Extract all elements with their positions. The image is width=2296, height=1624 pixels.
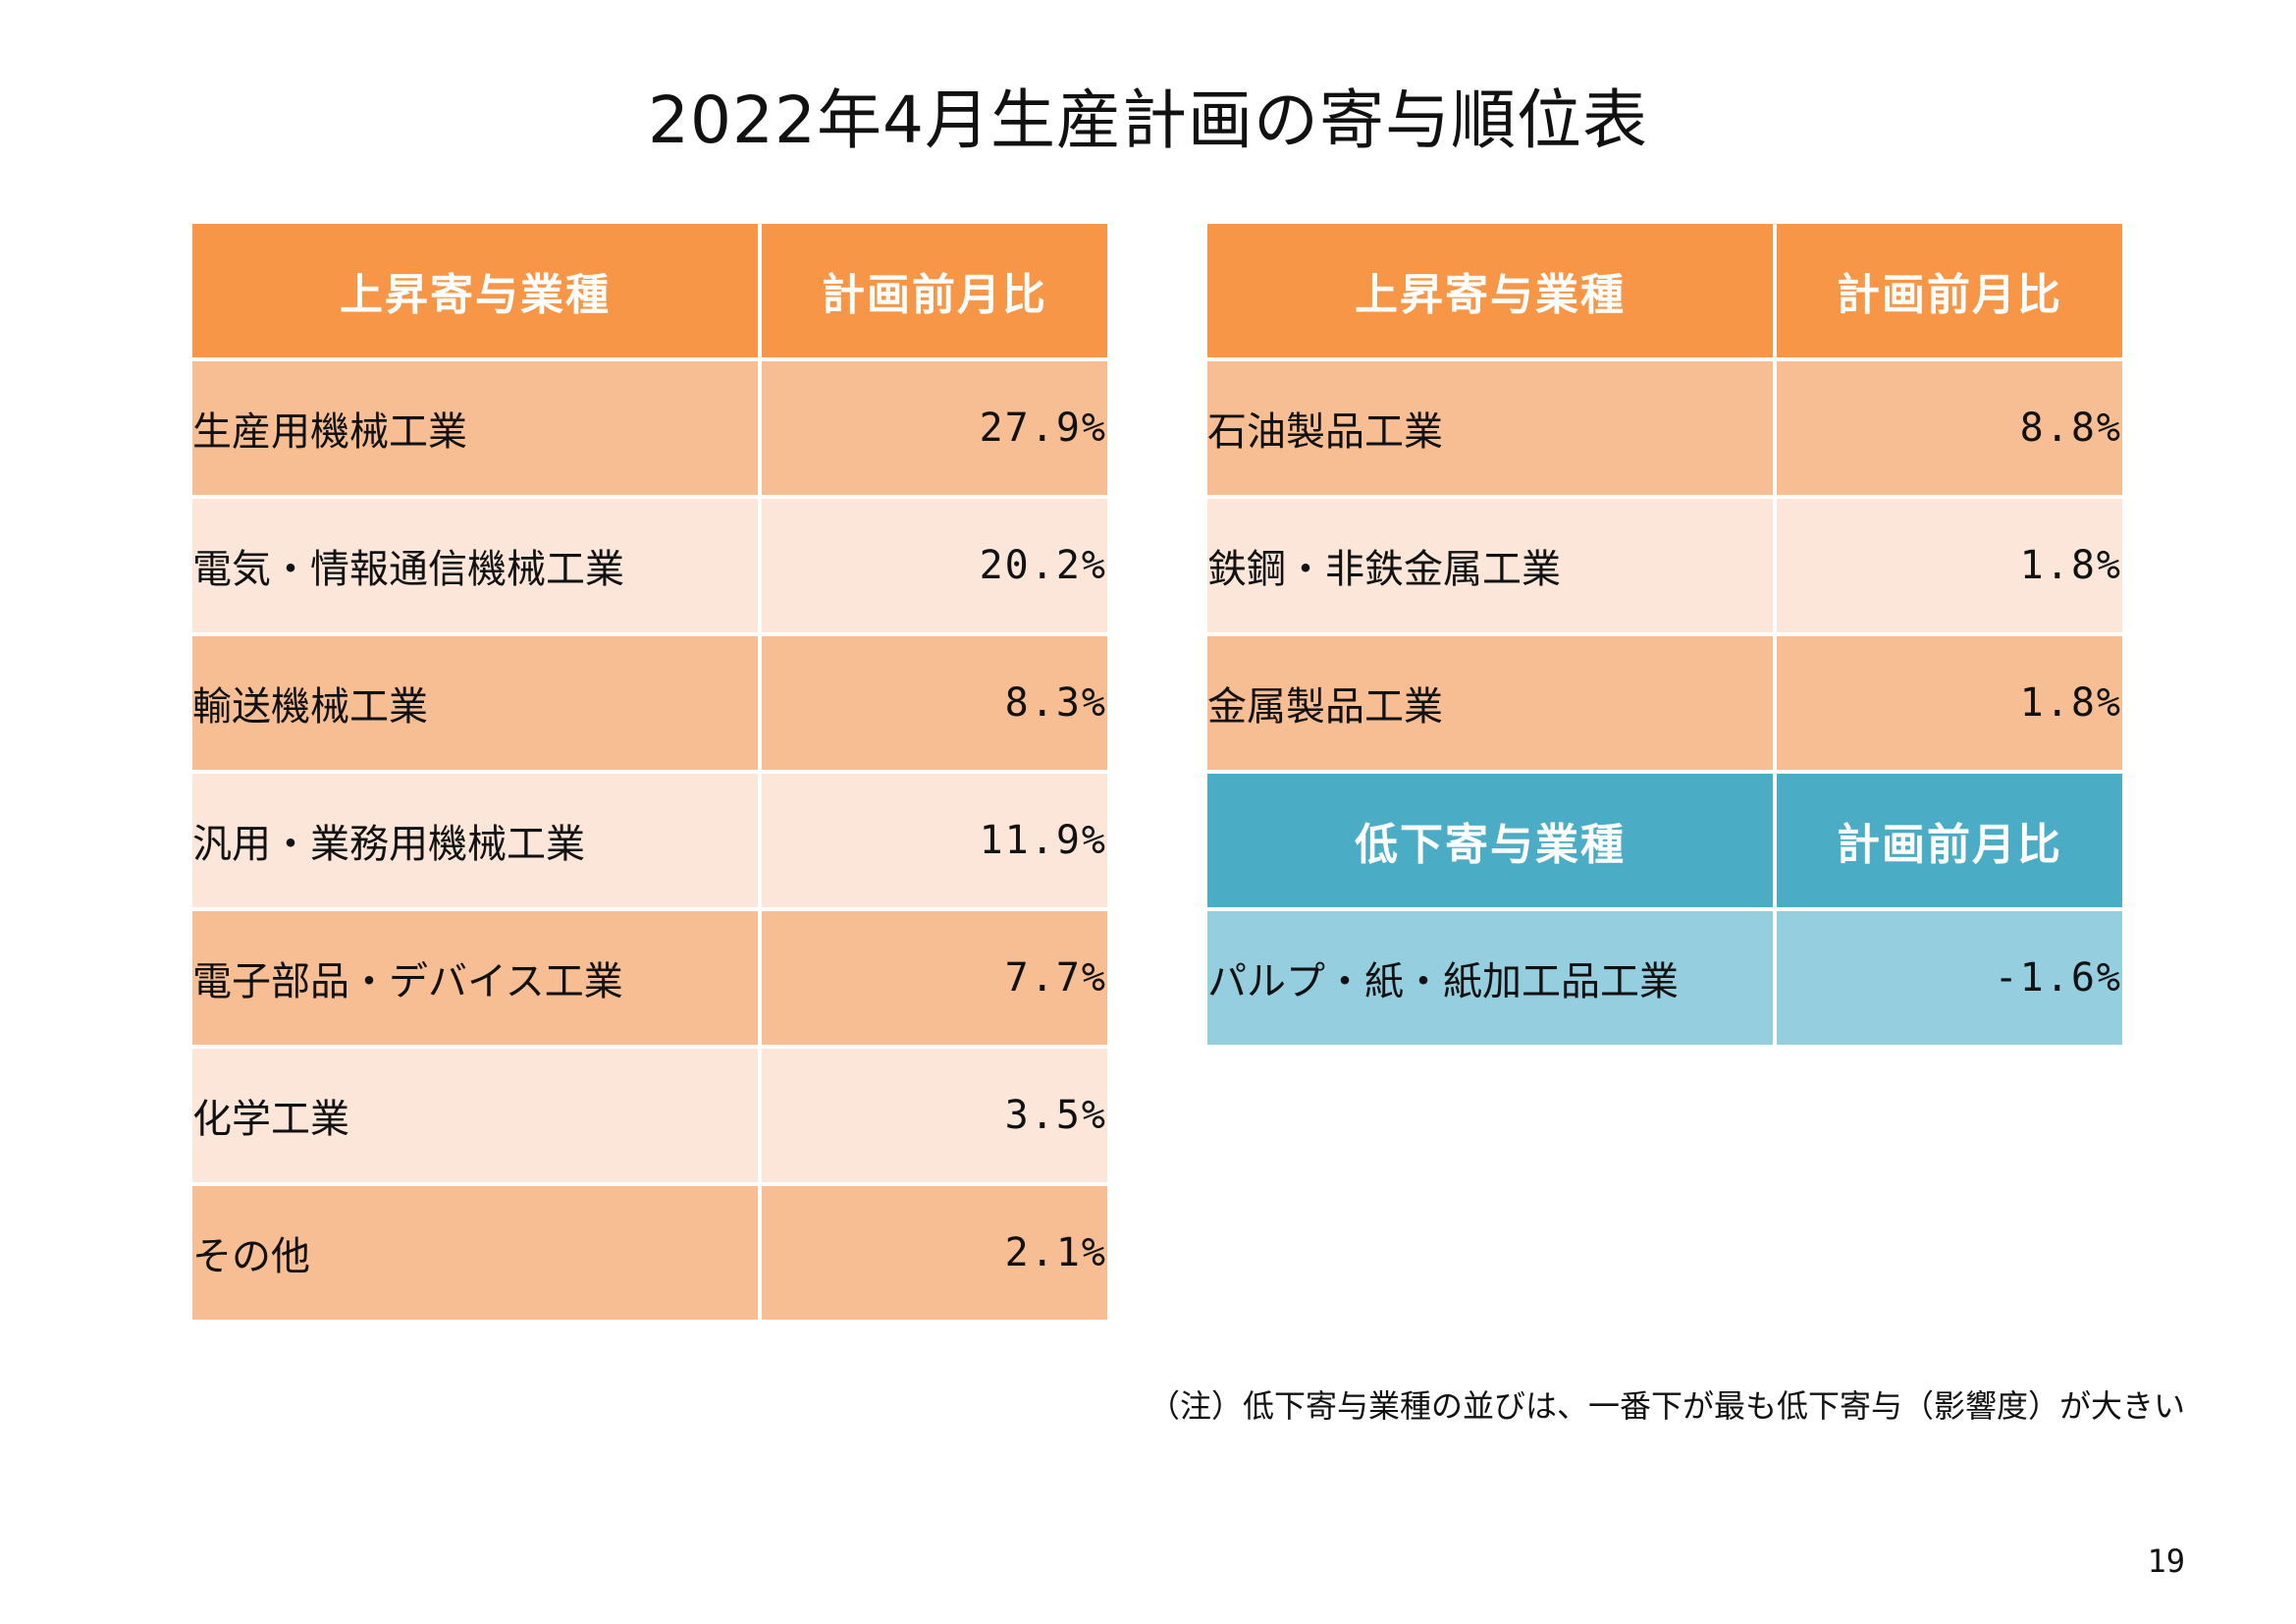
value-cell: -1.6% <box>1773 907 2126 1049</box>
industry-cell: 電子部品・デバイス工業 <box>188 907 762 1049</box>
table-row: 鉄鋼・非鉄金属工業 1.8% <box>1203 495 2126 636</box>
page-number: 19 <box>2147 1543 2185 1580</box>
industry-cell: 鉄鋼・非鉄金属工業 <box>1203 495 1777 636</box>
value-cell: 1.8% <box>1773 632 2126 774</box>
header-value: 計画前月比 <box>758 220 1111 361</box>
industry-cell: 生産用機械工業 <box>188 357 762 499</box>
industry-cell: 金属製品工業 <box>1203 632 1777 774</box>
value-cell: 7.7% <box>758 907 1111 1049</box>
header-value: 計画前月比 <box>1773 220 2126 361</box>
table-row: 電子部品・デバイス工業 7.7% <box>188 907 1111 1049</box>
value-cell: 11.9% <box>758 770 1111 911</box>
value-cell: 27.9% <box>758 357 1111 499</box>
table-row: 化学工業 3.5% <box>188 1045 1111 1186</box>
header-industry: 上昇寄与業種 <box>188 220 762 361</box>
industry-cell: 電気・情報通信機械工業 <box>188 495 762 636</box>
industry-cell: パルプ・紙・紙加工品工業 <box>1203 907 1777 1049</box>
decrease-header-row: 低下寄与業種 計画前月比 <box>1203 770 2126 911</box>
table-row: 生産用機械工業 27.9% <box>188 357 1111 499</box>
table-row: 金属製品工業 1.8% <box>1203 632 2126 774</box>
table-row: パルプ・紙・紙加工品工業 -1.6% <box>1203 907 2126 1049</box>
table-row: 輸送機械工業 8.3% <box>188 632 1111 774</box>
table-row: 汎用・業務用機械工業 11.9% <box>188 770 1111 911</box>
decrease-header-value: 計画前月比 <box>1773 770 2126 911</box>
industry-cell: 化学工業 <box>188 1045 762 1186</box>
footnote: （注）低下寄与業種の並びは、一番下が最も低下寄与（影響度）が大きい <box>1148 1387 2185 1425</box>
industry-cell: 輸送機械工業 <box>188 632 762 774</box>
table-row: 電気・情報通信機械工業 20.2% <box>188 495 1111 636</box>
value-cell: 8.8% <box>1773 357 2126 499</box>
value-cell: 2.1% <box>758 1182 1111 1324</box>
table-header-row: 上昇寄与業種 計画前月比 <box>188 220 1111 361</box>
table-row: 石油製品工業 8.8% <box>1203 357 2126 499</box>
industry-cell: その他 <box>188 1182 762 1324</box>
contribution-table-right: 上昇寄与業種 計画前月比 石油製品工業 8.8% 鉄鋼・非鉄金属工業 1.8% … <box>1203 220 2126 1049</box>
table-header-row: 上昇寄与業種 計画前月比 <box>1203 220 2126 361</box>
header-industry: 上昇寄与業種 <box>1203 220 1777 361</box>
industry-cell: 汎用・業務用機械工業 <box>188 770 762 911</box>
page-title: 2022年4月生産計画の寄与順位表 <box>648 82 1648 158</box>
industry-cell: 石油製品工業 <box>1203 357 1777 499</box>
value-cell: 3.5% <box>758 1045 1111 1186</box>
value-cell: 20.2% <box>758 495 1111 636</box>
table-row: その他 2.1% <box>188 1182 1111 1324</box>
value-cell: 1.8% <box>1773 495 2126 636</box>
increase-contribution-table-left: 上昇寄与業種 計画前月比 生産用機械工業 27.9% 電気・情報通信機械工業 2… <box>188 220 1111 1324</box>
decrease-header-industry: 低下寄与業種 <box>1203 770 1777 911</box>
value-cell: 8.3% <box>758 632 1111 774</box>
